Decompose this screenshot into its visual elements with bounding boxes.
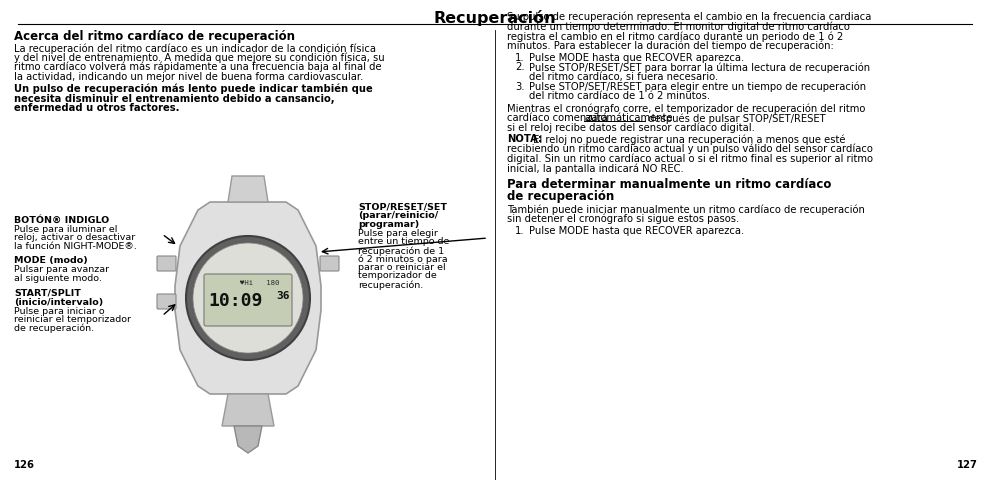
Text: cardíaco comenzará: cardíaco comenzará <box>507 113 611 123</box>
Circle shape <box>186 236 310 360</box>
Text: temporizador de: temporizador de <box>358 272 437 280</box>
Text: START/SPLIT: START/SPLIT <box>14 288 81 298</box>
Text: 36: 36 <box>276 291 289 301</box>
Polygon shape <box>228 176 268 202</box>
Text: si el reloj recibe datos del sensor cardíaco digital.: si el reloj recibe datos del sensor card… <box>507 122 754 133</box>
Text: ó 2 minutos o para: ó 2 minutos o para <box>358 254 447 264</box>
Polygon shape <box>175 202 321 394</box>
Text: Su pulso de recuperación representa el cambio en la frecuencia cardiaca: Su pulso de recuperación representa el c… <box>507 12 871 23</box>
Text: la función NIGHT-MODE®.: la función NIGHT-MODE®. <box>14 242 137 251</box>
Text: programar): programar) <box>358 220 419 229</box>
Text: digital. Sin un ritmo cardíaco actual o si el ritmo final es superior al ritmo: digital. Sin un ritmo cardíaco actual o … <box>507 154 873 164</box>
Text: Pulse STOP/RESET/SET para borrar la última lectura de recuperación: Pulse STOP/RESET/SET para borrar la últi… <box>529 62 870 73</box>
Text: registra el cambio en el ritmo cardíaco durante un periodo de 1 ó 2: registra el cambio en el ritmo cardíaco … <box>507 31 843 41</box>
Text: 126: 126 <box>14 460 35 470</box>
Text: reloj, activar o desactivar: reloj, activar o desactivar <box>14 233 136 242</box>
Text: ♥Hi   180: ♥Hi 180 <box>240 280 279 286</box>
Text: También puede iniciar manualmente un ritmo cardíaco de recuperación: También puede iniciar manualmente un rit… <box>507 204 865 215</box>
Text: Pulsar para avanzar: Pulsar para avanzar <box>14 265 109 275</box>
FancyBboxPatch shape <box>157 294 176 309</box>
Text: Pulse para elegir: Pulse para elegir <box>358 229 438 238</box>
Text: STOP/RESET/SET: STOP/RESET/SET <box>358 202 447 211</box>
Text: El reloj no puede registrar una recuperación a menos que esté: El reloj no puede registrar una recupera… <box>531 134 846 145</box>
Text: Para determinar manualmente un ritmo cardíaco: Para determinar manualmente un ritmo car… <box>507 179 832 192</box>
Text: del ritmo cardíaco de 1 ó 2 minutos.: del ritmo cardíaco de 1 ó 2 minutos. <box>529 91 710 101</box>
Text: de recuperación.: de recuperación. <box>14 324 94 333</box>
Text: Pulse STOP/SET/RESET para elegir entre un tiempo de recuperación: Pulse STOP/SET/RESET para elegir entre u… <box>529 82 866 92</box>
Text: 127: 127 <box>957 460 978 470</box>
Text: después de pulsar STOP/SET/RESET: después de pulsar STOP/SET/RESET <box>644 113 826 123</box>
Text: necesita disminuir el entrenamiento debido a cansancio,: necesita disminuir el entrenamiento debi… <box>14 94 335 104</box>
Text: enfermedad u otros factores.: enfermedad u otros factores. <box>14 103 179 113</box>
Polygon shape <box>234 426 262 453</box>
Circle shape <box>193 243 303 353</box>
Text: reiniciar el temporizador: reiniciar el temporizador <box>14 315 131 324</box>
Text: Un pulso de recuperación más lento puede indicar también que: Un pulso de recuperación más lento puede… <box>14 84 373 95</box>
Text: Pulse para iniciar o: Pulse para iniciar o <box>14 307 105 315</box>
FancyBboxPatch shape <box>320 256 339 271</box>
Text: entre un tiempo de: entre un tiempo de <box>358 238 449 247</box>
Text: ritmo cardíaco volverá más rápidamente a una frecuencia baja al final de: ritmo cardíaco volverá más rápidamente a… <box>14 62 381 72</box>
FancyBboxPatch shape <box>204 274 292 326</box>
Text: del ritmo cardíaco, si fuera necesario.: del ritmo cardíaco, si fuera necesario. <box>529 72 719 82</box>
Text: Mientras el cronógrafo corre, el temporizador de recuperación del ritmo: Mientras el cronógrafo corre, el tempori… <box>507 104 865 114</box>
Text: Recuperación: Recuperación <box>434 10 556 26</box>
FancyBboxPatch shape <box>157 256 176 271</box>
Text: y del nivel de entrenamiento. A medida que mejore su condición física, su: y del nivel de entrenamiento. A medida q… <box>14 52 385 63</box>
Text: durante un tiempo determinado. El monitor digital de ritmo cardíaco: durante un tiempo determinado. El monito… <box>507 22 849 32</box>
Text: 3.: 3. <box>515 82 525 92</box>
Text: NOTA:: NOTA: <box>507 134 543 144</box>
Text: (inicio/intervalo): (inicio/intervalo) <box>14 298 103 307</box>
Text: BOTÓN® INDIGLO: BOTÓN® INDIGLO <box>14 216 109 225</box>
Text: minutos. Para establecer la duración del tiempo de recuperación:: minutos. Para establecer la duración del… <box>507 40 834 51</box>
Text: Pulse para iluminar el: Pulse para iluminar el <box>14 225 118 234</box>
Text: 2.: 2. <box>515 62 525 72</box>
Text: MODE (modo): MODE (modo) <box>14 256 88 265</box>
Text: al siguiente modo.: al siguiente modo. <box>14 274 102 283</box>
Text: recuperación de 1: recuperación de 1 <box>358 246 445 255</box>
Text: recuperación.: recuperación. <box>358 280 424 289</box>
Text: la actividad, indicando un mejor nivel de buena forma cardiovascular.: la actividad, indicando un mejor nivel d… <box>14 72 363 82</box>
Text: parar o reiniciar el: parar o reiniciar el <box>358 263 446 272</box>
Text: 1.: 1. <box>515 53 525 63</box>
Text: recibiendo un ritmo cardíaco actual y un pulso válido del sensor cardíaco: recibiendo un ritmo cardíaco actual y un… <box>507 144 873 155</box>
Text: inicial, la pantalla indicará NO REC.: inicial, la pantalla indicará NO REC. <box>507 163 684 173</box>
Text: Pulse MODE hasta que RECOVER aparezca.: Pulse MODE hasta que RECOVER aparezca. <box>529 53 744 63</box>
Text: (parar/reinicio/: (parar/reinicio/ <box>358 211 439 220</box>
Text: 10:09: 10:09 <box>208 292 262 310</box>
Text: Acerca del ritmo cardíaco de recuperación: Acerca del ritmo cardíaco de recuperació… <box>14 30 295 43</box>
Text: sin detener el cronógrafo si sigue estos pasos.: sin detener el cronógrafo si sigue estos… <box>507 214 740 225</box>
Text: La recuperación del ritmo cardíaco es un indicador de la condición física: La recuperación del ritmo cardíaco es un… <box>14 43 376 53</box>
Text: 1.: 1. <box>515 227 525 237</box>
Polygon shape <box>222 394 274 426</box>
Text: Pulse MODE hasta que RECOVER aparezca.: Pulse MODE hasta que RECOVER aparezca. <box>529 227 744 237</box>
Text: de recuperación: de recuperación <box>507 190 614 203</box>
Text: automáticamente: automáticamente <box>584 113 672 123</box>
